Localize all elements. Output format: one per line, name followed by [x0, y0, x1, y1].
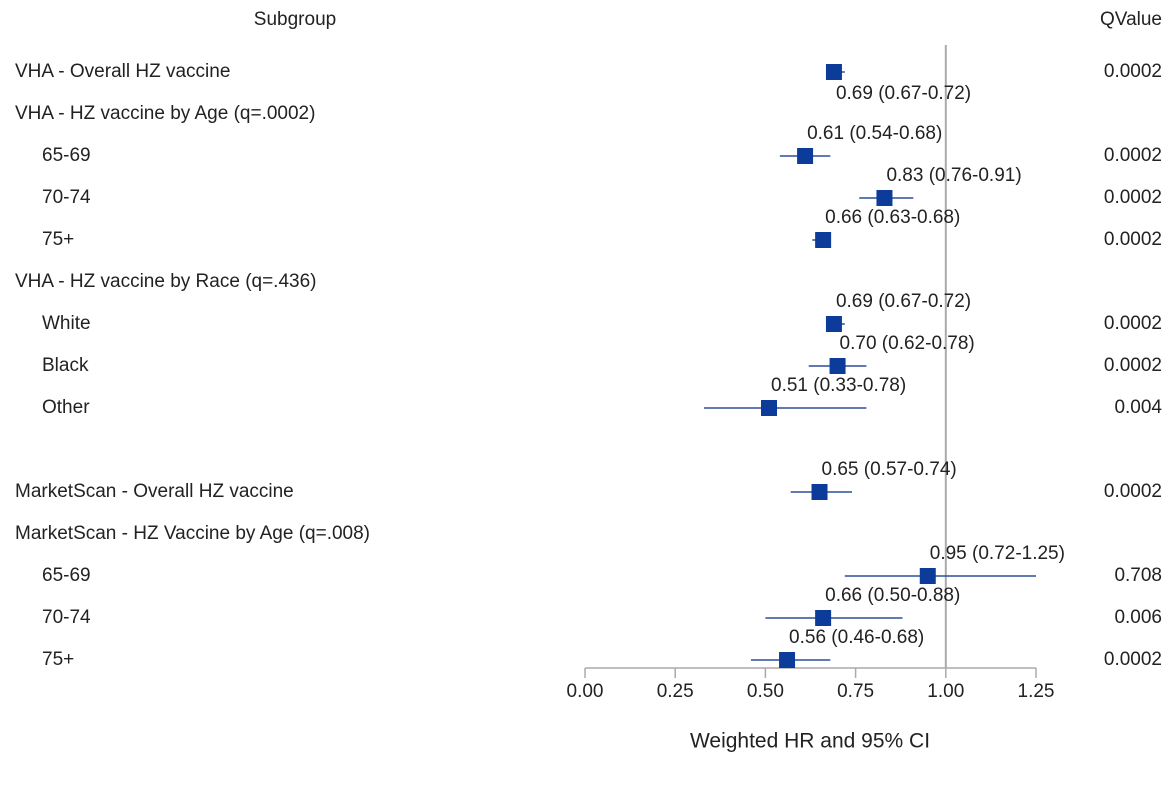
- value-label: 0.95 (0.72-1.25): [930, 543, 1065, 564]
- label-header: Subgroup: [254, 9, 336, 30]
- value-label: 0.51 (0.33-0.78): [771, 375, 906, 396]
- value-label: 0.70 (0.62-0.78): [840, 333, 975, 354]
- q-value: 0.006: [1114, 607, 1162, 628]
- estimate-marker: [876, 190, 893, 206]
- q-header: QValue: [1100, 9, 1162, 30]
- row-label: MarketScan - HZ Vaccine by Age (q=.008): [15, 523, 370, 544]
- estimate-marker: [825, 316, 842, 332]
- q-value: 0.0002: [1104, 313, 1162, 334]
- x-tick-label: 0.50: [747, 681, 784, 702]
- q-value: 0.708: [1114, 565, 1162, 586]
- estimate-marker: [829, 358, 846, 374]
- q-value: 0.0002: [1104, 481, 1162, 502]
- value-label: 0.65 (0.57-0.74): [822, 459, 957, 480]
- x-tick-label: 0.25: [657, 681, 694, 702]
- row-label: 65-69: [42, 145, 91, 166]
- q-value: 0.0002: [1104, 187, 1162, 208]
- estimate-marker: [825, 64, 842, 80]
- estimate-marker: [811, 484, 828, 500]
- estimate-marker: [815, 232, 832, 248]
- q-value: 0.0002: [1104, 355, 1162, 376]
- row-label: MarketScan - Overall HZ vaccine: [15, 481, 294, 502]
- q-value: 0.004: [1114, 397, 1162, 418]
- estimate-marker: [815, 610, 832, 626]
- estimate-marker: [797, 148, 814, 164]
- row-label: 70-74: [42, 187, 91, 208]
- x-tick-label: 1.00: [927, 681, 964, 702]
- x-tick-label: 0.00: [567, 681, 604, 702]
- value-label: 0.69 (0.67-0.72): [836, 291, 971, 312]
- x-tick-label: 1.25: [1018, 681, 1055, 702]
- row-label: White: [42, 313, 91, 334]
- x-axis-label: Weighted HR and 95% CI: [690, 730, 930, 753]
- x-tick-label: 0.75: [837, 681, 874, 702]
- row-label: 70-74: [42, 607, 91, 628]
- estimate-marker: [761, 400, 778, 416]
- value-label: 0.56 (0.46-0.68): [789, 627, 924, 648]
- row-label: Black: [42, 355, 89, 376]
- value-label: 0.61 (0.54-0.68): [807, 123, 942, 144]
- q-value: 0.0002: [1104, 145, 1162, 166]
- row-label: VHA - Overall HZ vaccine: [15, 61, 230, 82]
- row-label: VHA - HZ vaccine by Age (q=.0002): [15, 103, 315, 124]
- q-value: 0.0002: [1104, 649, 1162, 670]
- estimate-marker: [779, 652, 796, 668]
- estimate-marker: [919, 568, 936, 584]
- value-label: 0.66 (0.63-0.68): [825, 207, 960, 228]
- q-value: 0.0002: [1104, 229, 1162, 250]
- row-label: VHA - HZ vaccine by Race (q=.436): [15, 271, 317, 292]
- row-label: Other: [42, 397, 90, 418]
- value-label: 0.83 (0.76-0.91): [886, 165, 1021, 186]
- row-label: 75+: [42, 229, 74, 250]
- row-label: 65-69: [42, 565, 91, 586]
- value-label: 0.69 (0.67-0.72): [836, 83, 971, 104]
- q-value: 0.0002: [1104, 61, 1162, 82]
- value-label: 0.66 (0.50-0.88): [825, 585, 960, 606]
- row-label: 75+: [42, 649, 74, 670]
